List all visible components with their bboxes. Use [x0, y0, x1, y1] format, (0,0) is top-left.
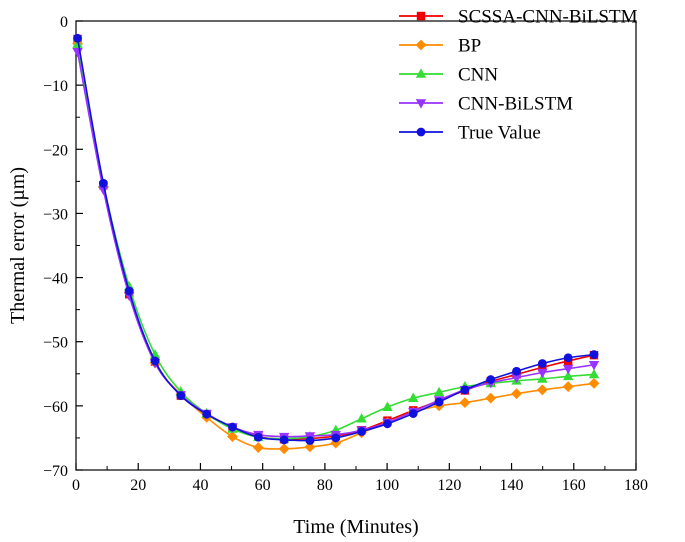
- y-tick-label: −40: [43, 271, 68, 288]
- legend-entry: BP: [399, 36, 481, 57]
- data-point: [563, 353, 573, 363]
- x-tick-label: 0: [72, 477, 80, 494]
- y-axis-title: Thermal error (µm): [7, 167, 29, 324]
- data-point: [202, 409, 212, 419]
- data-point: [537, 368, 548, 379]
- y-tick-label: −70: [43, 463, 68, 480]
- legend: SCSSA-CNN-BiLSTM BP CNN CNN-BiLSTM True Valu…: [399, 7, 638, 144]
- data-point: [588, 361, 600, 371]
- data-point: [588, 368, 600, 379]
- data-point: [536, 384, 548, 396]
- data-point: [228, 422, 237, 432]
- data-point: [383, 419, 392, 429]
- y-tick-label: −50: [43, 335, 68, 352]
- data-point: [434, 397, 444, 407]
- data-point: [562, 364, 574, 375]
- legend-entry: CNN: [399, 65, 498, 86]
- data-point: [589, 350, 599, 359]
- data-point: [356, 413, 367, 423]
- data-point: [98, 185, 109, 196]
- data-point: [73, 33, 82, 43]
- x-tick-label: 120: [437, 477, 461, 494]
- data-point: [511, 388, 522, 400]
- data-point: [408, 409, 418, 418]
- legend-entry: True Value: [399, 123, 541, 144]
- legend-marker: [416, 11, 426, 21]
- data-point: [382, 401, 393, 411]
- data-point: [486, 375, 496, 384]
- series-true-value: [73, 33, 599, 445]
- data-point: [278, 443, 290, 455]
- x-axis-title: Time (Minutes): [293, 516, 418, 538]
- data-point: [460, 385, 470, 395]
- y-tick-label: −30: [43, 206, 68, 223]
- y-tick-label: 0: [60, 14, 68, 31]
- legend-marker: [416, 127, 426, 137]
- x-tick-label: 180: [624, 477, 648, 494]
- legend-label: BP: [458, 36, 481, 57]
- y-tick-label: −60: [43, 399, 68, 416]
- data-point: [562, 370, 574, 381]
- legend-label: True Value: [458, 123, 541, 144]
- data-point: [253, 432, 263, 442]
- series-line: [76, 43, 595, 440]
- data-point: [279, 435, 289, 445]
- x-tick-label: 160: [562, 477, 586, 494]
- data-point: [252, 442, 264, 453]
- data-point: [72, 38, 83, 48]
- data-point: [408, 392, 419, 402]
- data-point: [150, 356, 160, 366]
- legend-label: SCSSA-CNN-BiLSTM: [458, 7, 638, 28]
- series-layer: [72, 33, 600, 455]
- data-point: [330, 437, 342, 449]
- legend-label: CNN: [458, 65, 498, 86]
- legend-marker: [415, 99, 427, 109]
- data-point: [227, 431, 238, 443]
- data-point: [357, 427, 366, 436]
- plot-frame: [75, 20, 637, 471]
- y-tick-label: −20: [43, 142, 68, 159]
- data-point: [512, 366, 521, 376]
- data-point: [304, 441, 316, 453]
- data-point: [511, 373, 522, 384]
- data-point: [331, 433, 341, 443]
- legend-entry: SCSSA-CNN-BiLSTM: [399, 7, 638, 28]
- legend-marker: [415, 39, 427, 51]
- legend-marker: [415, 68, 427, 78]
- data-point: [98, 178, 108, 188]
- legend-entry: CNN-BiLSTM: [399, 94, 573, 115]
- data-point: [305, 436, 315, 445]
- x-tick-label: 140: [500, 477, 524, 494]
- series-line: [76, 51, 595, 438]
- data-point: [459, 397, 471, 409]
- data-point: [176, 391, 186, 400]
- data-point: [562, 381, 574, 393]
- data-point: [537, 359, 547, 368]
- data-point: [124, 286, 134, 296]
- x-tick-label: 100: [375, 477, 399, 494]
- x-tick-label: 60: [255, 477, 271, 494]
- x-tick-label: 40: [192, 477, 208, 494]
- series-line: [76, 38, 595, 442]
- x-tick-label: 80: [317, 477, 333, 494]
- axes: 0 20 40 60 80 100 120 140 160 180 0 −10 −20 −30 −40 −50…: [43, 14, 648, 494]
- x-tick-label: 20: [130, 477, 146, 494]
- data-point: [485, 392, 497, 404]
- data-point: [588, 378, 600, 389]
- y-tick-label: −10: [43, 78, 68, 95]
- legend-label: CNN-BiLSTM: [458, 94, 573, 115]
- data-point: [433, 386, 445, 397]
